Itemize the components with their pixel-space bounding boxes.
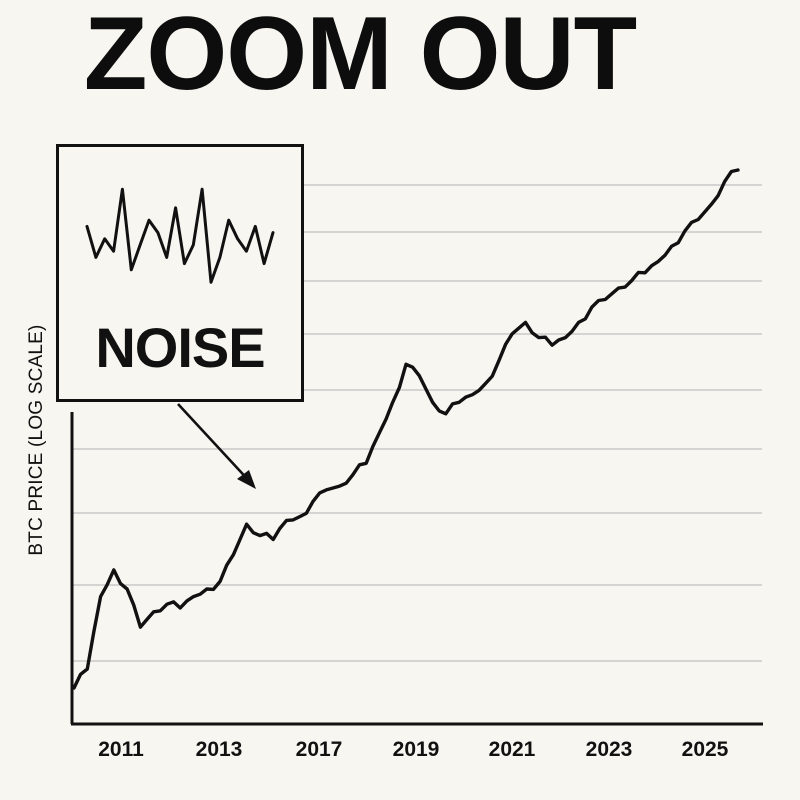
noise-wave-icon xyxy=(85,187,275,284)
noise-callout-box: NOISE xyxy=(56,144,304,402)
x-tick-label-2023: 2023 xyxy=(585,738,633,761)
noise-label: NOISE xyxy=(95,316,265,379)
x-tick-label-2019: 2019 xyxy=(392,738,440,761)
x-tick-label-2021: 2021 xyxy=(488,738,536,761)
noise-arrow xyxy=(177,403,256,489)
y-axis-label: BTC PRICE (LOG SCALE) xyxy=(26,324,47,556)
x-tick-label-2017: 2017 xyxy=(295,738,343,761)
chart-title: ZOOM OUT xyxy=(83,0,637,112)
x-tick-label-2011: 2011 xyxy=(98,738,144,761)
btc-price-line xyxy=(72,168,740,690)
x-tick-label-2013: 2013 xyxy=(195,738,243,761)
x-tick-label-2025: 2025 xyxy=(681,738,729,761)
